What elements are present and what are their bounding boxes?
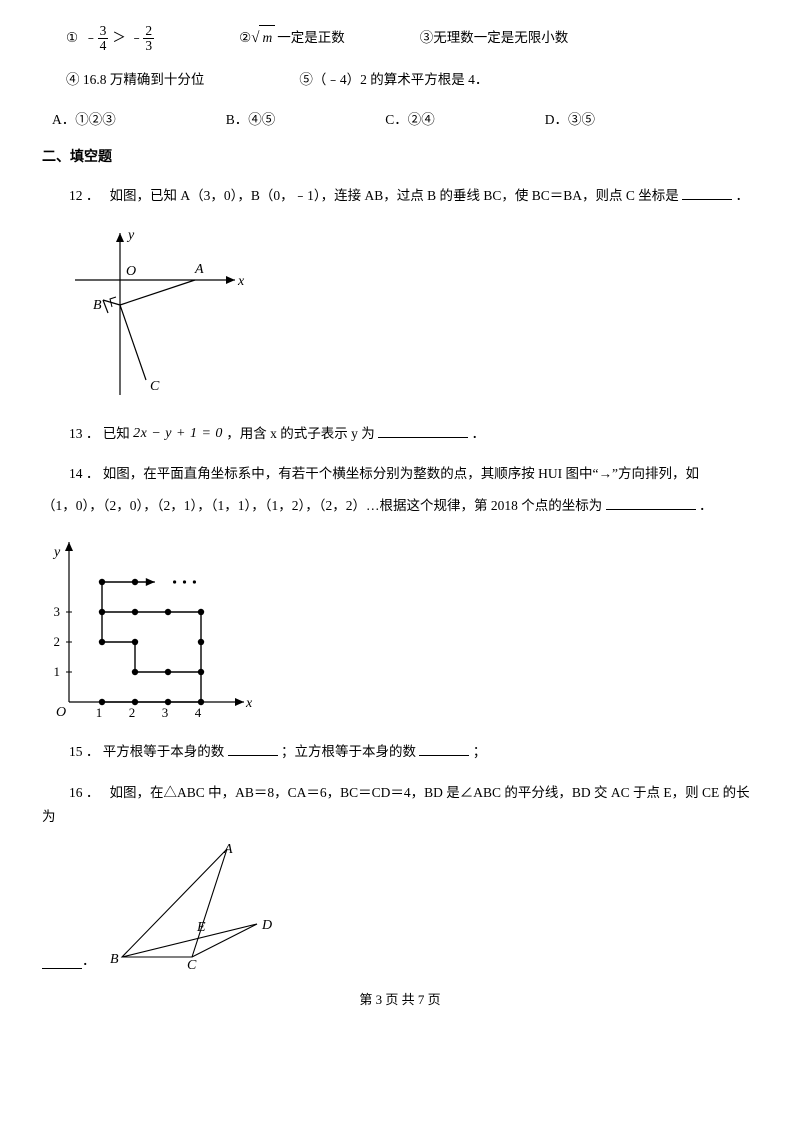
q14-p1-line: 14 ． 如图，在平面直角坐标系中，有若干个横坐标分别为整数的点，其顺序按 HU… bbox=[42, 462, 758, 486]
q12: 12 ． 如图，已知 A（3，0），B（0，﹣1），连接 AB，过点 B 的垂线… bbox=[42, 184, 758, 208]
q11-row2: ④ 16.8 万精确到十分位 ⑤（﹣4）2 的算术平方根是 4． bbox=[42, 68, 758, 92]
f2d: 3 bbox=[143, 39, 154, 53]
q14-p1: 如图，在平面直角坐标系中，有若干个横坐标分别为整数的点，其顺序按 HUI 图中“… bbox=[103, 466, 699, 481]
q11-opt4: ④ 16.8 万精确到十分位 bbox=[66, 68, 204, 92]
q13-tail: ． bbox=[472, 426, 486, 441]
e16: E bbox=[196, 920, 206, 935]
q16-row2: ． A B C D E bbox=[42, 839, 758, 969]
q13-num: 13 ． bbox=[69, 426, 99, 441]
opt2-prefix: ② bbox=[239, 26, 251, 50]
q12-text: 如图，已知 A（3，0），B（0，﹣1），连接 AB，过点 B 的垂线 BC，使… bbox=[110, 188, 679, 203]
q12-num: 12 ． bbox=[69, 188, 99, 203]
q13-lead: 已知 bbox=[103, 426, 130, 441]
q16-blank bbox=[42, 955, 82, 970]
q16: 16 ． 如图，在△ABC 中，AB＝8，CA＝6，BC＝CD＝4，BD 是∠A… bbox=[42, 781, 758, 830]
b-label: B bbox=[93, 298, 102, 313]
q14-tail: ． bbox=[699, 498, 713, 513]
ty3: 3 bbox=[54, 604, 61, 619]
c-label: C bbox=[150, 379, 160, 394]
neg2: ﹣ bbox=[130, 26, 144, 50]
sqrt-arg: m bbox=[259, 25, 275, 50]
q11-opt1: ① ﹣ 3 4 ＞ ﹣ 2 3 bbox=[66, 24, 154, 52]
b16: B bbox=[110, 952, 119, 967]
figure-q16: A B C D E bbox=[102, 839, 302, 969]
x14: x bbox=[245, 696, 253, 711]
cmp: ＞ bbox=[112, 26, 126, 50]
o14: O bbox=[56, 705, 66, 720]
q14-p2: （1，0），（2，0），（2，1），（1，1），（1，2），（2，2）…根据这个… bbox=[42, 498, 602, 513]
fig16-svg: A B C D E bbox=[102, 839, 302, 969]
q14-p2-line: （1，0），（2，0），（2，1），（1，1），（1，2），（2，2）…根据这个… bbox=[42, 494, 758, 518]
fig14-svg: y x O 1 2 3 4 1 2 3 bbox=[44, 534, 264, 724]
sqrt-icon: √m bbox=[251, 25, 275, 52]
choice-b: B．④⑤ bbox=[226, 108, 276, 128]
o-label: O bbox=[126, 264, 136, 279]
tx4: 4 bbox=[195, 705, 202, 720]
a16: A bbox=[223, 842, 233, 857]
q16-tail: ． bbox=[82, 949, 96, 969]
frac2: 2 3 bbox=[143, 24, 154, 52]
d16: D bbox=[261, 918, 272, 933]
frac1: 3 4 bbox=[98, 24, 109, 52]
y14: y bbox=[52, 545, 61, 560]
q15-num: 15 ． bbox=[69, 744, 99, 759]
figure-q12: y x O A B C bbox=[60, 225, 758, 405]
f1d: 4 bbox=[98, 39, 109, 53]
page-footer: 第 3 页 共 7 页 bbox=[42, 989, 758, 1008]
choice-d: D．③⑤ bbox=[545, 108, 595, 128]
q13-blank bbox=[378, 423, 468, 438]
opt2-tail: 一定是正数 bbox=[277, 26, 345, 50]
q15-b: ；立方根等于本身的数 bbox=[281, 744, 416, 759]
c16: C bbox=[187, 958, 197, 969]
q15-tail: ； bbox=[473, 744, 487, 759]
q11-opt2: ② √m 一定是正数 bbox=[239, 25, 345, 52]
f2n: 2 bbox=[143, 24, 154, 39]
x-label: x bbox=[237, 274, 245, 289]
section-2-title: 二、填空题 bbox=[42, 146, 758, 166]
q15-a: 平方根等于本身的数 bbox=[103, 744, 225, 759]
tx1: 1 bbox=[96, 705, 103, 720]
q15-blank1 bbox=[228, 742, 278, 757]
q15-blank2 bbox=[419, 742, 469, 757]
choice-c: C．②④ bbox=[385, 108, 435, 128]
q15: 15 ． 平方根等于本身的数 ；立方根等于本身的数 ； bbox=[42, 740, 758, 764]
q11-row1: ① ﹣ 3 4 ＞ ﹣ 2 3 ② √m 一定是正数 ③无理数 bbox=[42, 24, 758, 52]
q11-opt5: ⑤（﹣4）2 的算术平方根是 4． bbox=[299, 68, 488, 92]
q13-expr: 2x − y + 1 = 0 bbox=[133, 426, 223, 441]
figure-q14: y x O 1 2 3 4 1 2 3 bbox=[44, 534, 758, 724]
q13: 13 ． 已知 2x − y + 1 = 0 ，用含 x 的式子表示 y 为 ． bbox=[42, 421, 758, 446]
q13-mid: ，用含 x 的式子表示 y 为 bbox=[226, 426, 375, 441]
q16-num: 16 ． bbox=[69, 785, 99, 800]
q11-choices: A．①②③ B．④⑤ C．②④ D．③⑤ bbox=[52, 108, 758, 128]
neg: ﹣ bbox=[84, 26, 98, 50]
f1n: 3 bbox=[98, 24, 109, 39]
tx3: 3 bbox=[162, 705, 169, 720]
q16-text: 如图，在△ABC 中，AB＝8，CA＝6，BC＝CD＝4，BD 是∠ABC 的平… bbox=[42, 785, 750, 824]
choice-a: A．①②③ bbox=[52, 108, 116, 128]
ty2: 2 bbox=[54, 634, 61, 649]
page: ① ﹣ 3 4 ＞ ﹣ 2 3 ② √m 一定是正数 ③无理数 bbox=[0, 0, 800, 1018]
q14-blank bbox=[606, 496, 696, 511]
ty1: 1 bbox=[54, 664, 61, 679]
q12-blank bbox=[682, 186, 732, 201]
q14-num: 14 ． bbox=[69, 466, 99, 481]
q12-tail: ． bbox=[736, 188, 750, 203]
y-label: y bbox=[126, 228, 135, 243]
fig12-svg: y x O A B C bbox=[60, 225, 260, 405]
q11-opt3: ③无理数一定是无限小数 bbox=[420, 26, 569, 50]
tx2: 2 bbox=[129, 705, 136, 720]
a-label: A bbox=[194, 262, 204, 277]
